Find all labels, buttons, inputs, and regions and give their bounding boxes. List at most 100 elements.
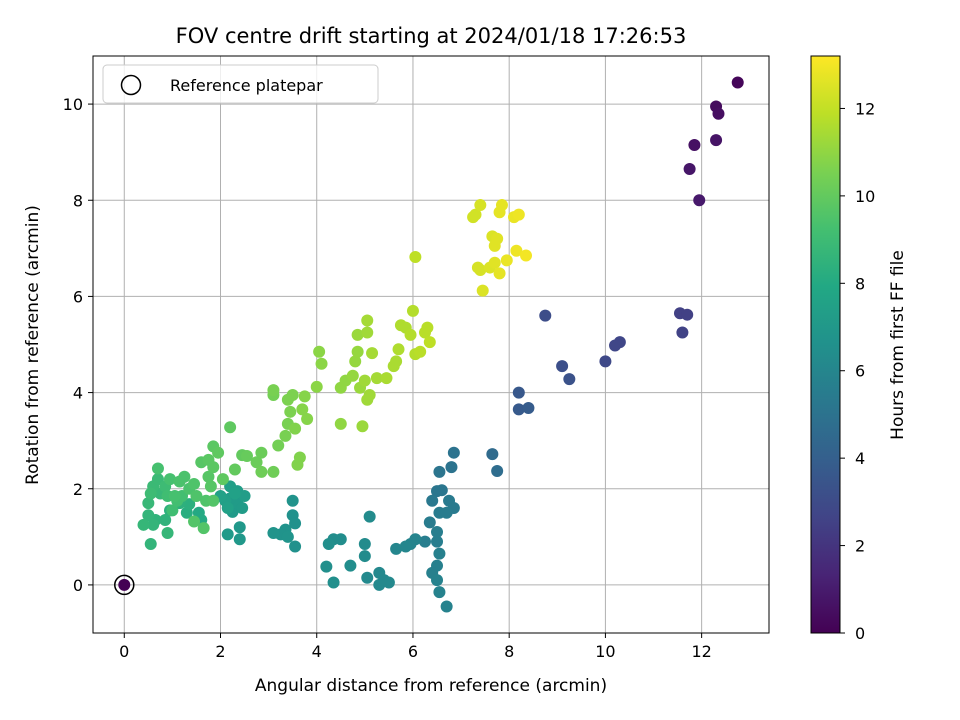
data-point (147, 518, 160, 531)
data-point (267, 465, 280, 478)
data-point (207, 494, 220, 507)
data-point (676, 326, 689, 339)
x-tick-label: 4 (312, 642, 322, 661)
data-point (731, 76, 744, 89)
data-point (522, 401, 535, 414)
data-point (233, 521, 246, 534)
data-point (414, 345, 427, 358)
data-point (423, 336, 436, 349)
legend-box (102, 64, 379, 104)
data-point (293, 451, 306, 464)
data-point (366, 347, 379, 360)
data-point (382, 576, 395, 589)
data-point (406, 304, 419, 317)
data-point (236, 501, 249, 514)
data-point (228, 487, 241, 500)
data-point (356, 420, 369, 433)
colorbar-tick-label: 0 (855, 624, 865, 643)
x-tick-label: 8 (504, 642, 514, 661)
colorbar-tick-label: 12 (855, 99, 875, 118)
y-tick-label: 0 (73, 576, 83, 595)
data-point (142, 509, 155, 522)
data-point (289, 540, 302, 553)
legend-label: Reference platepar (170, 76, 323, 95)
data-point (370, 372, 383, 385)
data-point (289, 517, 302, 530)
data-point (197, 522, 210, 535)
colorbar-tick-label: 2 (855, 537, 865, 556)
colorbar-tick-label: 6 (855, 362, 865, 381)
data-point (313, 345, 326, 358)
x-axis-ticks: 0 2 4 6 8 10 12 (119, 633, 712, 661)
data-point (190, 489, 203, 502)
data-point (216, 473, 229, 486)
colorbar: 0 2 4 6 8 10 12 Hours from first FF file (810, 55, 908, 643)
data-point (495, 199, 508, 212)
data-point (491, 232, 504, 245)
data-point (399, 540, 412, 553)
data-point (440, 506, 453, 519)
data-point (221, 501, 234, 514)
data-point (188, 477, 201, 490)
data-point (334, 417, 347, 430)
y-axis-title: Rotation from reference (arcmin) (23, 205, 43, 485)
colorbar-gradient (810, 55, 841, 634)
data-point (221, 528, 234, 541)
data-point (431, 526, 444, 539)
data-point (404, 328, 417, 341)
data-point (556, 360, 569, 373)
y-tick-label: 2 (73, 480, 83, 499)
data-point (183, 498, 196, 511)
data-point (500, 254, 513, 267)
data-point (137, 518, 150, 531)
data-point (144, 538, 157, 551)
data-point (267, 384, 280, 397)
data-point (599, 355, 612, 368)
data-point (445, 461, 458, 474)
data-point (512, 208, 525, 221)
data-point (390, 355, 403, 368)
data-point (315, 357, 328, 370)
data-point (296, 403, 309, 416)
data-point (286, 388, 299, 401)
legend-marker-icon (120, 74, 142, 96)
data-point (346, 369, 359, 382)
data-point (159, 514, 172, 527)
x-tick-label: 6 (408, 642, 418, 661)
data-point (469, 208, 482, 221)
data-point (202, 470, 215, 483)
data-point (301, 413, 314, 426)
data-point (281, 530, 294, 543)
data-point (563, 373, 576, 386)
data-point (351, 328, 364, 341)
data-point (310, 380, 323, 393)
chart-title: FOV centre drift starting at 2024/01/18 … (176, 24, 687, 48)
data-points (137, 76, 744, 613)
data-point (433, 547, 446, 560)
data-point (279, 429, 292, 442)
y-tick-label: 6 (73, 287, 83, 306)
x-tick-label: 12 (691, 642, 711, 661)
data-point (334, 533, 347, 546)
plot-frame (92, 55, 770, 634)
data-point (349, 355, 362, 368)
data-point (688, 138, 701, 151)
data-point (433, 465, 446, 478)
y-axis-ticks: 0 2 4 6 8 10 (63, 95, 93, 595)
x-tick-label: 2 (215, 642, 225, 661)
data-point (144, 487, 157, 500)
data-point (380, 372, 393, 385)
data-point (493, 267, 506, 280)
data-point (390, 542, 403, 555)
reference-marker-ring (114, 574, 135, 596)
data-point (163, 473, 176, 486)
data-point (361, 314, 374, 327)
data-point (173, 475, 186, 488)
data-point (358, 374, 371, 387)
colorbar-tick-label: 10 (855, 187, 875, 206)
data-point (435, 484, 448, 497)
data-point (712, 107, 725, 120)
data-point (161, 526, 174, 539)
